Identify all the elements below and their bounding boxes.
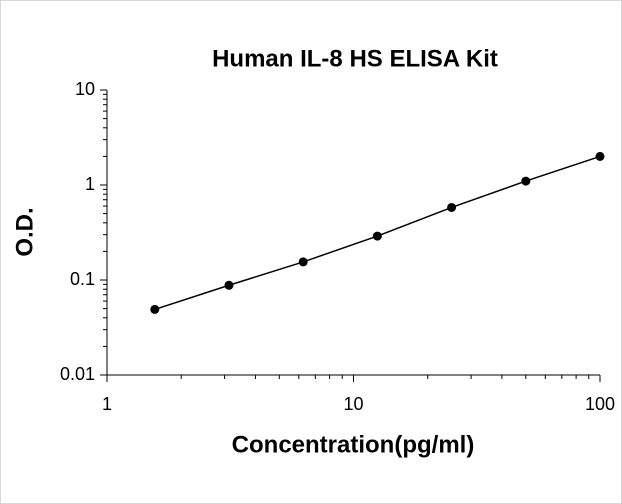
y-tick-label: 0.01 <box>60 364 95 384</box>
x-tick-label: 100 <box>585 394 615 414</box>
y-tick-label: 1 <box>85 174 95 194</box>
data-point <box>372 231 382 241</box>
x-tick-label: 1 <box>102 394 112 414</box>
data-point <box>521 176 531 186</box>
y-axis-label: O.D. <box>11 207 38 256</box>
x-tick-label: 10 <box>343 394 363 414</box>
data-point <box>595 151 605 161</box>
y-tick-label: 10 <box>75 79 95 99</box>
y-tick-label: 0.1 <box>70 269 95 289</box>
x-axis-label: Concentration(pg/ml) <box>232 431 475 458</box>
data-point <box>150 304 160 314</box>
data-point <box>298 257 308 267</box>
chart-title: Human IL-8 HS ELISA Kit <box>212 45 498 72</box>
data-point <box>447 202 457 212</box>
data-point <box>224 280 234 290</box>
